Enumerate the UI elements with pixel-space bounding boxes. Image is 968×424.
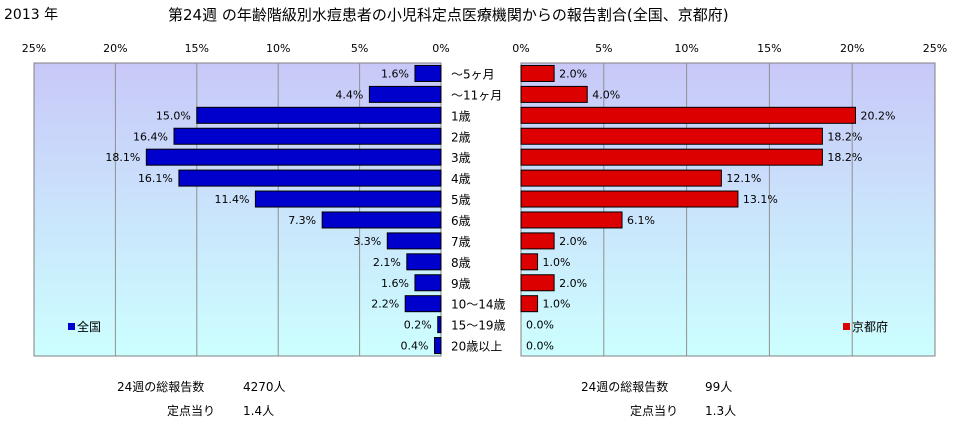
category-label: 5歳	[451, 193, 471, 207]
left-bar	[254, 190, 442, 208]
right-per-value: 1.3人	[705, 404, 737, 418]
right-bar	[520, 106, 857, 124]
chart-title: 第24週 の年齢階級別水痘患者の小児科定点医療機関からの報告割合(全国、京都府)	[168, 6, 729, 24]
left-bar	[173, 127, 442, 145]
category-label: 8歳	[451, 256, 471, 270]
right-per-label: 定点当り	[630, 404, 679, 418]
left-per-value: 1.4人	[243, 404, 275, 418]
left-tick-label: 20%	[103, 42, 127, 55]
left-data-label: 1.6%	[381, 277, 409, 290]
category-label: 4歳	[451, 172, 471, 186]
left-data-label: 4.4%	[335, 88, 363, 101]
right-data-label: 18.2%	[827, 151, 862, 164]
right-data-label: 2.0%	[559, 277, 587, 290]
right-tick-label: 25%	[923, 42, 947, 55]
category-label: 〜5ヶ月	[451, 67, 495, 81]
right-bar	[520, 190, 739, 208]
right-tick-label: 5%	[595, 42, 612, 55]
category-label: 1歳	[451, 109, 471, 123]
right-tick-label: 15%	[757, 42, 781, 55]
right-data-label: 0.0%	[526, 319, 554, 332]
right-bar	[520, 127, 823, 145]
left-data-label: 0.2%	[404, 319, 432, 332]
left-tick-label: 15%	[185, 42, 209, 55]
right-total-label: 24週の総報告数	[581, 380, 669, 394]
category-label: 20歳以上	[451, 340, 502, 354]
left-per-label: 定点当り	[167, 404, 216, 418]
category-label: 10〜14歳	[451, 298, 506, 312]
right-data-label: 18.2%	[827, 130, 862, 143]
category-label: 6歳	[451, 214, 471, 228]
right-data-label: 2.0%	[559, 235, 587, 248]
right-data-label: 1.0%	[543, 256, 571, 269]
right-data-label: 12.1%	[726, 172, 761, 185]
category-label: 〜11ヶ月	[451, 88, 502, 102]
right-data-label: 20.2%	[861, 109, 896, 122]
left-bar	[414, 274, 442, 292]
left-data-label: 7.3%	[288, 214, 316, 227]
right-tick-label: 0%	[512, 42, 529, 55]
right-tick-label: 20%	[840, 42, 864, 55]
left-bar	[178, 169, 442, 187]
right-bar	[520, 211, 623, 229]
left-bar	[386, 232, 442, 250]
right-bar	[520, 85, 588, 103]
left-bar	[368, 85, 442, 103]
left-bar	[145, 148, 442, 166]
legend-swatch-right	[843, 323, 850, 330]
left-tick-label: 10%	[266, 42, 290, 55]
right-data-label: 4.0%	[592, 88, 620, 101]
left-data-label: 2.1%	[373, 256, 401, 269]
category-label: 15〜19歳	[451, 319, 506, 333]
right-bar	[520, 274, 555, 292]
right-data-label: 1.0%	[543, 298, 571, 311]
right-bar	[520, 295, 539, 313]
category-label: 3歳	[451, 151, 471, 165]
left-bar	[406, 253, 442, 271]
right-bar	[520, 64, 555, 82]
legend-label-right: 京都府	[852, 319, 888, 334]
right-bar	[520, 148, 823, 166]
right-bar	[520, 169, 722, 187]
left-data-label: 3.3%	[353, 235, 381, 248]
left-bar	[414, 64, 442, 82]
left-bar	[196, 106, 442, 124]
left-data-label: 0.4%	[401, 340, 429, 353]
right-bar	[520, 253, 539, 271]
left-tick-label: 0%	[432, 42, 449, 55]
year-label: 2013 年	[4, 7, 59, 23]
right-data-label: 6.1%	[627, 214, 655, 227]
left-tick-label: 5%	[351, 42, 368, 55]
left-data-label: 16.1%	[138, 172, 173, 185]
legend-swatch-left	[68, 323, 75, 330]
left-data-label: 2.2%	[371, 298, 399, 311]
right-data-label: 0.0%	[526, 340, 554, 353]
right-total-value: 99人	[705, 380, 733, 394]
right-panel: 0% 5% 10% 15% 20% 25% 2.0% 4.0% 20.2% 18.2% 18.2% 1…	[512, 42, 947, 357]
category-label: 7歳	[451, 235, 471, 249]
left-tick-label: 25%	[22, 42, 46, 55]
left-total-value: 4270人	[243, 380, 286, 394]
left-panel: 25% 20% 15% 10% 5% 0% 1.6% 4.4% 15.0% 16.4% 18.1% 1…	[22, 42, 450, 357]
left-bar	[437, 316, 442, 334]
left-data-label: 15.0%	[156, 109, 191, 122]
right-tick-label: 10%	[674, 42, 698, 55]
left-bar	[433, 337, 442, 355]
right-data-label: 13.1%	[743, 193, 778, 206]
left-data-label: 16.4%	[133, 130, 168, 143]
legend-label-left: 全国	[77, 319, 101, 334]
left-total-label: 24週の総報告数	[117, 380, 205, 394]
category-label: 9歳	[451, 277, 471, 291]
right-bar	[520, 232, 555, 250]
left-bar	[321, 211, 442, 229]
category-label: 2歳	[451, 130, 471, 144]
right-data-label: 2.0%	[559, 67, 587, 80]
left-data-label: 11.4%	[214, 193, 249, 206]
left-data-label: 1.6%	[381, 67, 409, 80]
category-labels: 〜5ヶ月〜11ヶ月 1歳 2歳 3歳 4歳 5歳 6歳 7歳 8歳 9歳 10〜14歳 15〜19歳 2…	[451, 67, 506, 353]
left-data-label: 18.1%	[105, 151, 140, 164]
left-bar	[404, 295, 442, 313]
